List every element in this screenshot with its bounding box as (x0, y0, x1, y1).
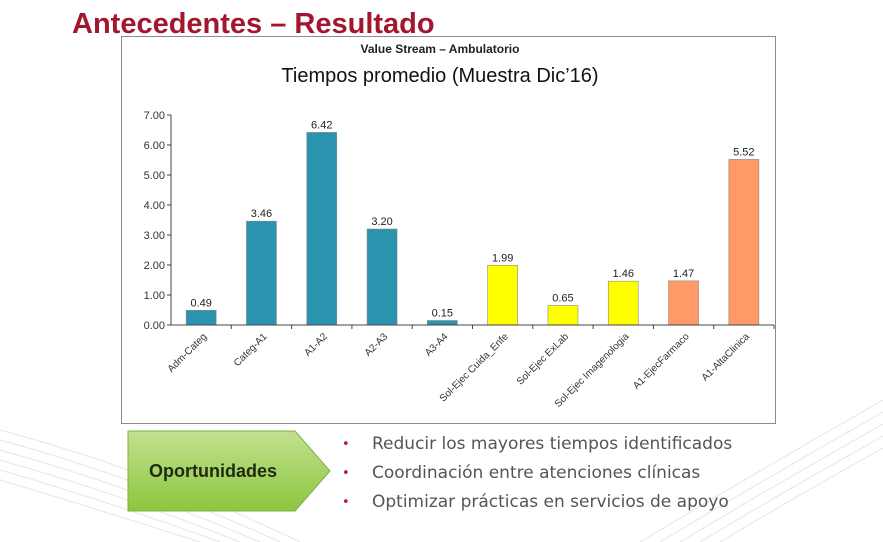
opportunities-label: Oportunidades (149, 461, 277, 481)
bar-data-label: 0.65 (552, 293, 573, 305)
bar (487, 265, 518, 326)
bar-data-label: 0.49 (190, 297, 211, 309)
x-tick-label: A1-EjecFarmaco (631, 331, 692, 392)
bullet-text: Reducir los mayores tiempos identificado… (372, 434, 733, 454)
bar-data-label: 3.46 (251, 208, 272, 220)
x-tick-label: A1-A2 (302, 331, 330, 359)
bullet-dot-icon: • (342, 437, 350, 452)
x-axis: Adm-Categ Categ-A1 A1-A2 A2-A3 A3-A4Sol-Ejec… (166, 324, 775, 410)
y-tick-label: 2.00 (144, 260, 165, 272)
x-tick-label: Sol-Ejec Cuida_Enfe (438, 331, 511, 404)
bullet-item: • Reducir los mayores tiempos identificad… (342, 430, 732, 459)
x-tick-label: Sol-Ejec ExLab (515, 331, 571, 387)
bar (607, 280, 639, 326)
x-tick-label: Adm-Categ (166, 331, 210, 375)
y-tick-label: 4.00 (144, 200, 165, 212)
y-tick-label: 0.00 (144, 320, 165, 332)
bullet-list: • Reducir los mayores tiempos identificad… (342, 430, 732, 517)
bullet-text: Optimizar prácticas en servicios de apoy… (372, 492, 729, 512)
bullet-item: • Coordinación entre atenciones clínicas (342, 459, 732, 488)
x-tick-label: A2-A3 (363, 331, 391, 359)
y-tick-label: 5.00 (144, 170, 165, 182)
y-axis: 0.00 1.00 2.00 3.00 4.00 5.00 6.00 7.00 (144, 110, 172, 332)
bullet-item: • Optimizar prácticas en servicios de apo… (342, 488, 732, 517)
bar (185, 309, 217, 326)
bar (547, 305, 579, 326)
y-tick-label: 3.00 (144, 230, 165, 242)
chart-container: Value Stream – Ambulatorio Tiempos prome… (121, 36, 776, 424)
bar-data-label: 0.15 (432, 308, 453, 320)
slide-title: Antecedentes – Resultado (72, 8, 435, 40)
bar-data-label: 1.47 (673, 268, 694, 280)
bullet-dot-icon: • (342, 466, 350, 481)
bar (728, 159, 760, 326)
y-tick-label: 6.00 (144, 140, 165, 152)
x-tick-label: A1-AltaClinica (700, 331, 752, 383)
y-tick-label: 1.00 (144, 290, 165, 302)
chart-title: Tiempos promedio (Muestra Dic’16) (281, 65, 598, 87)
bar-series: 0.49 3.46 6.42 3.20 0.15 1.99 0.65 1.46 1.47 5.52 (185, 119, 760, 326)
bar (306, 132, 338, 326)
bar-data-label: 5.52 (733, 146, 754, 158)
bar (366, 228, 398, 326)
opportunities-arrow: Oportunidades (127, 430, 331, 512)
x-tick-label: Categ-A1 (232, 331, 270, 369)
bar (427, 320, 458, 326)
bullet-dot-icon: • (342, 495, 350, 510)
x-tick-label: A3-A4 (423, 331, 451, 359)
bar-data-label: 6.42 (311, 119, 332, 131)
bar-data-label: 3.20 (371, 216, 392, 228)
y-tick-label: 7.00 (144, 110, 165, 122)
bullet-text: Coordinación entre atenciones clínicas (372, 463, 701, 483)
bar (246, 220, 277, 326)
bar-chart: Value Stream – Ambulatorio Tiempos prome… (144, 42, 775, 410)
bar-data-label: 1.46 (613, 268, 634, 280)
chart-supertitle: Value Stream – Ambulatorio (361, 42, 520, 56)
bar (668, 280, 699, 326)
bar-data-label: 1.99 (492, 252, 513, 264)
